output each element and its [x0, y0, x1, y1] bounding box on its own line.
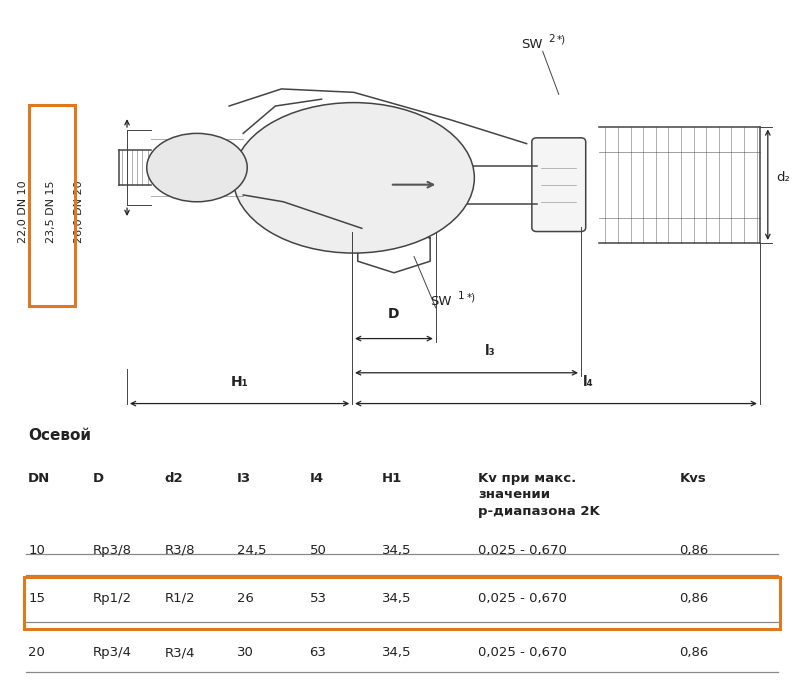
Text: 30: 30 [237, 646, 254, 659]
Text: 0,025 - 0,670: 0,025 - 0,670 [478, 592, 567, 605]
Text: 20: 20 [28, 646, 45, 659]
Text: 0,86: 0,86 [679, 592, 707, 605]
Text: 0,86: 0,86 [679, 646, 707, 659]
Text: SW: SW [430, 295, 451, 308]
Text: D: D [92, 472, 104, 485]
Text: Rp3/8: Rp3/8 [92, 544, 132, 557]
Text: I4: I4 [309, 472, 324, 485]
Text: d2: d2 [165, 472, 183, 485]
Text: R1/2: R1/2 [165, 592, 195, 605]
Text: 53: 53 [309, 592, 326, 605]
Text: 2: 2 [548, 34, 554, 44]
Text: Rp3/4: Rp3/4 [92, 646, 132, 659]
Text: 1: 1 [457, 291, 463, 301]
Text: I3: I3 [237, 472, 251, 485]
FancyBboxPatch shape [532, 138, 585, 231]
Text: SW: SW [520, 38, 542, 51]
Text: R3/4: R3/4 [165, 646, 195, 659]
Text: *): *) [466, 292, 475, 302]
Text: l₃: l₃ [485, 344, 495, 358]
Ellipse shape [233, 103, 474, 253]
Text: D: D [388, 308, 399, 321]
Text: 24,5: 24,5 [237, 544, 267, 557]
Text: 15: 15 [28, 592, 45, 605]
Text: R3/8: R3/8 [165, 544, 195, 557]
Text: Осевой: Осевой [28, 428, 91, 443]
Text: 22,0 DN 10: 22,0 DN 10 [18, 181, 27, 244]
Text: d₂: d₂ [775, 171, 789, 185]
Text: DN: DN [28, 472, 51, 485]
Text: 34,5: 34,5 [381, 592, 411, 605]
Text: 63: 63 [309, 646, 326, 659]
Text: 26,0 DN 20: 26,0 DN 20 [74, 181, 84, 244]
Text: *): *) [556, 34, 565, 44]
Text: Kvs: Kvs [679, 472, 705, 485]
Text: 34,5: 34,5 [381, 646, 411, 659]
Text: 0,025 - 0,670: 0,025 - 0,670 [478, 646, 567, 659]
Text: 26: 26 [237, 592, 254, 605]
Text: 23,5 DN 15: 23,5 DN 15 [46, 181, 55, 244]
Text: 0,025 - 0,670: 0,025 - 0,670 [478, 544, 567, 557]
Text: Rp1/2: Rp1/2 [92, 592, 132, 605]
Text: 10: 10 [28, 544, 45, 557]
Text: Kv при макс.
значении
р-диапазона 2K: Kv при макс. значении р-диапазона 2K [478, 472, 599, 518]
Text: 50: 50 [309, 544, 326, 557]
Text: l₄: l₄ [582, 375, 593, 389]
Text: 0,86: 0,86 [679, 544, 707, 557]
Ellipse shape [146, 133, 247, 202]
Text: H1: H1 [381, 472, 402, 485]
Text: H₁: H₁ [230, 375, 248, 389]
Text: 34,5: 34,5 [381, 544, 411, 557]
